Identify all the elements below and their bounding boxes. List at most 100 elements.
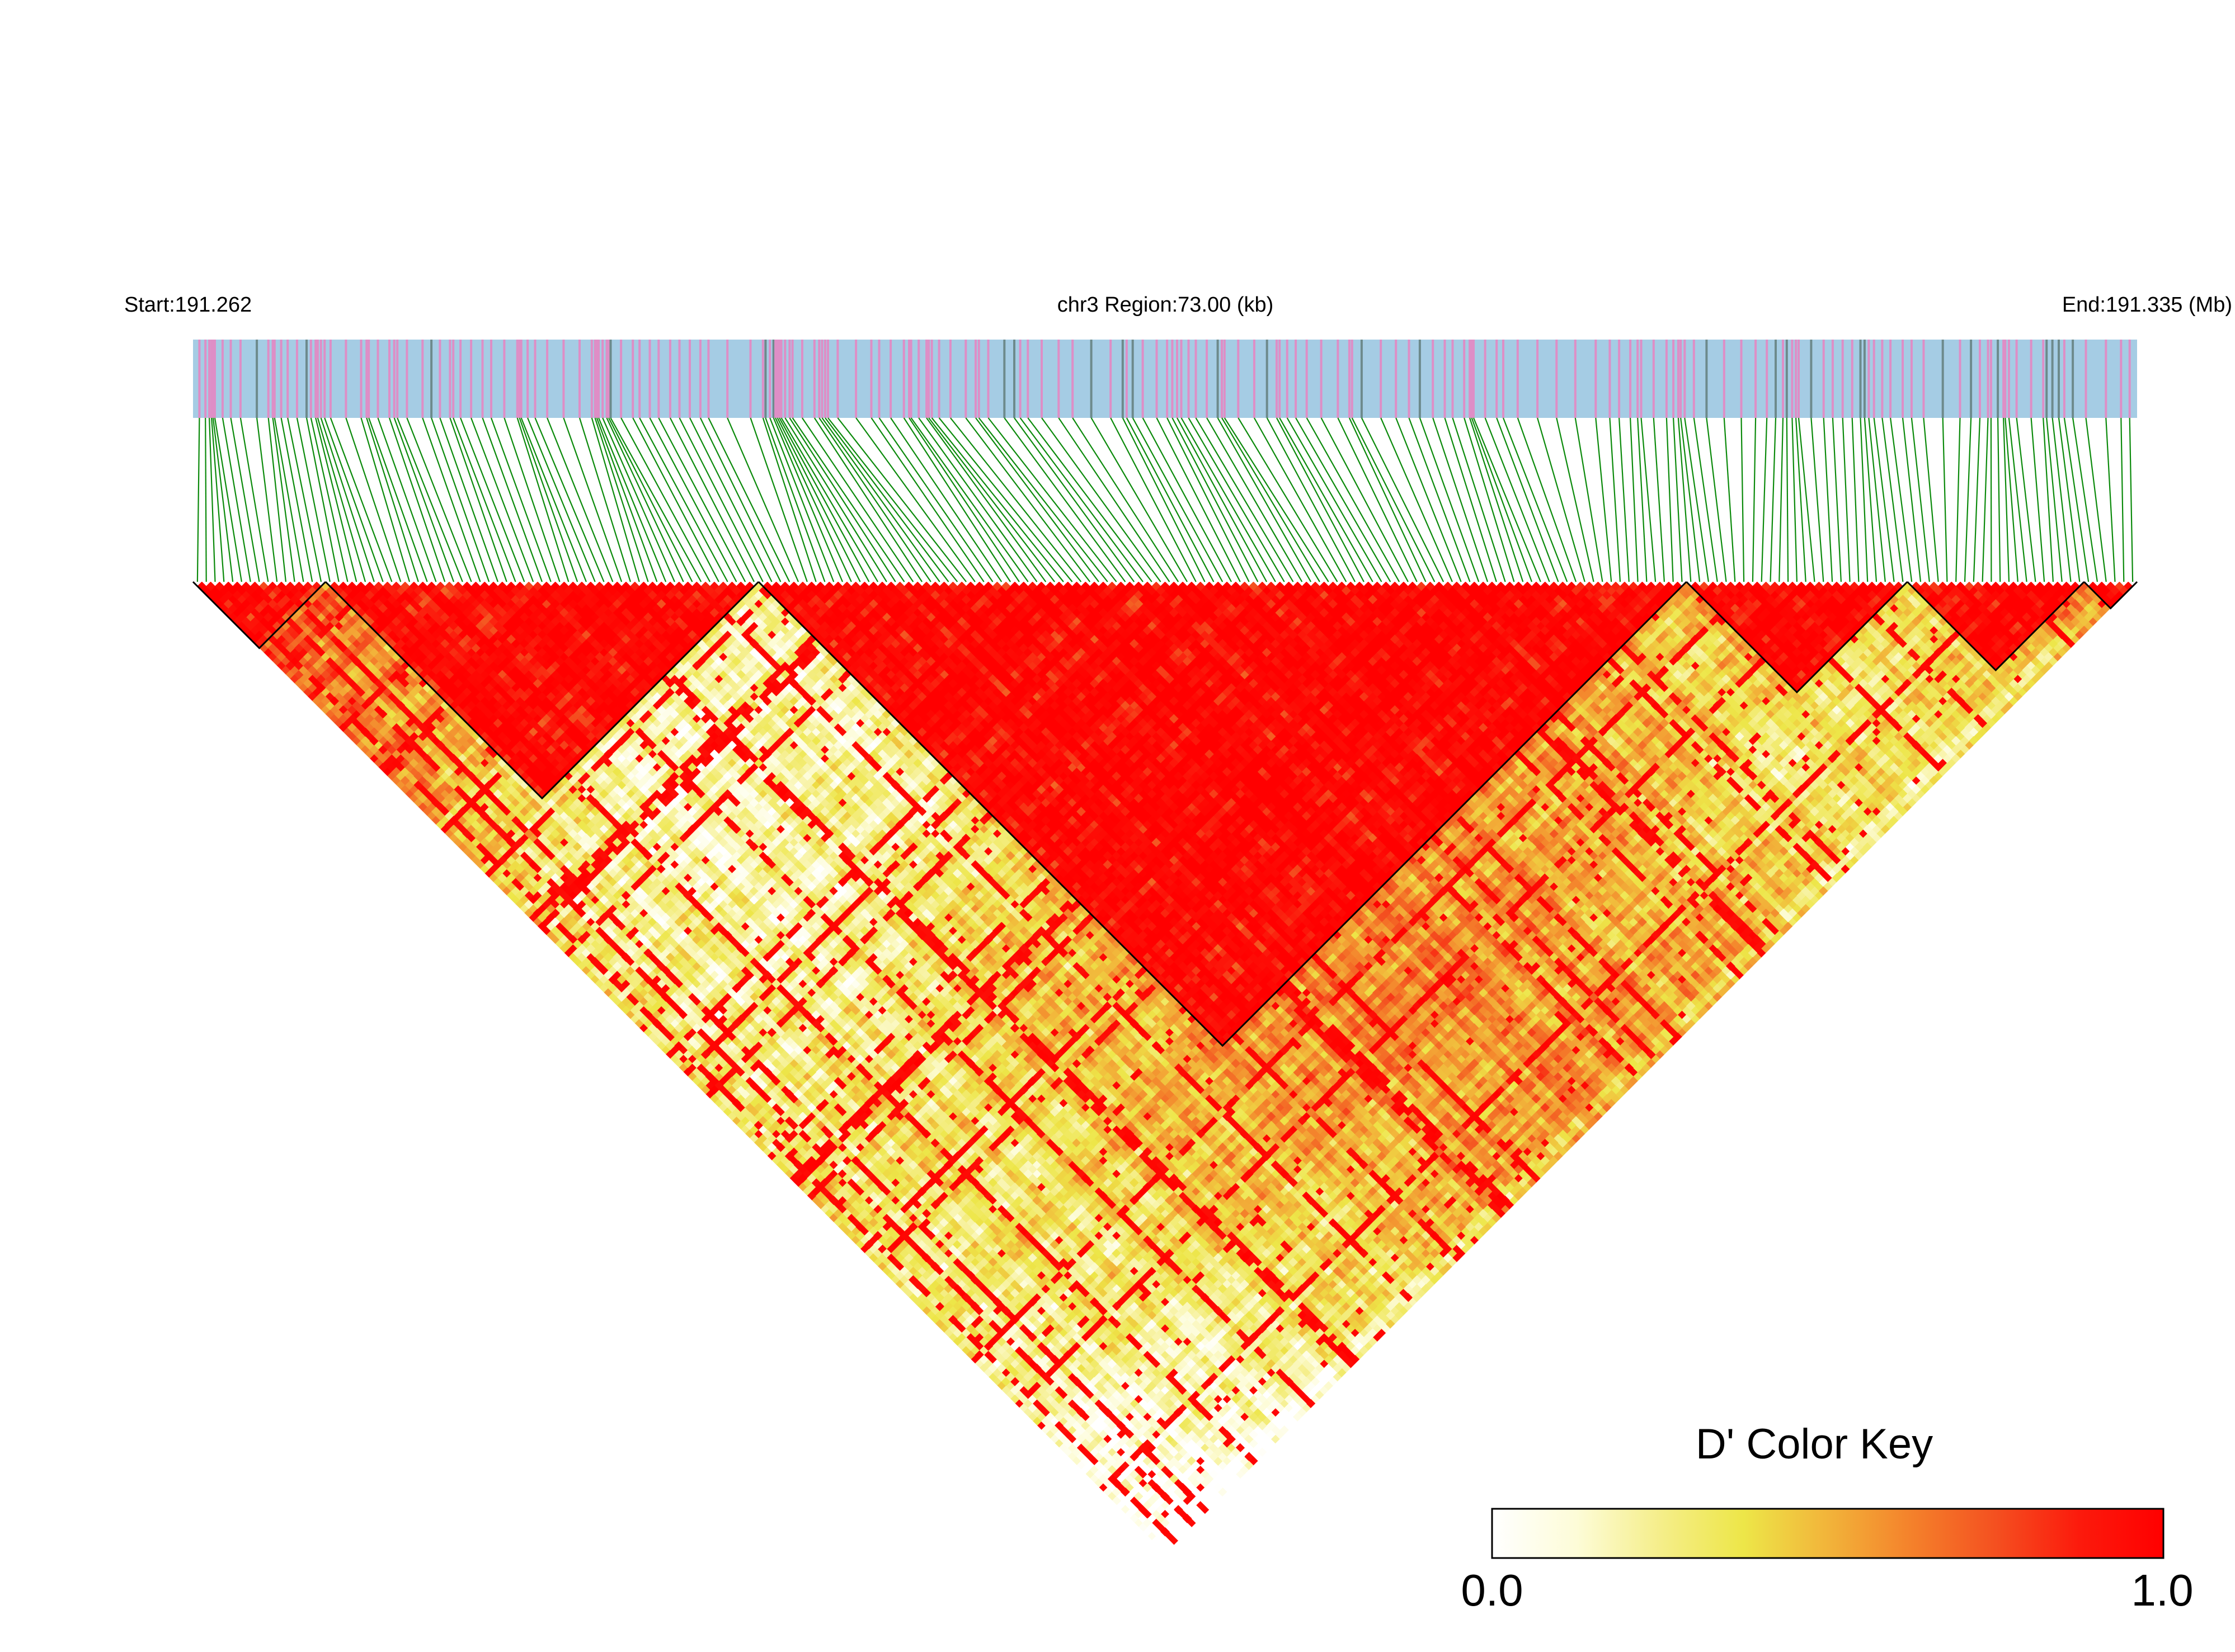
snp-tick xyxy=(323,340,326,418)
snp-tick xyxy=(393,340,396,418)
snp-connector xyxy=(596,417,658,582)
snp-connector xyxy=(2085,417,2107,582)
snp-tick xyxy=(1640,340,1643,418)
snp-connector xyxy=(784,417,887,582)
snp-connector xyxy=(926,417,1047,582)
snp-connector xyxy=(422,417,481,582)
snp-tick xyxy=(309,340,312,418)
snp-connector xyxy=(1673,417,1683,582)
snp-tick xyxy=(2051,340,2054,418)
snp-tick xyxy=(818,340,821,418)
snp-tick xyxy=(1237,340,1240,418)
snp-tick xyxy=(836,340,839,418)
snp-tick xyxy=(1851,340,1853,418)
snp-connector xyxy=(1224,417,1329,582)
snp-tick xyxy=(388,340,390,418)
snp-connector xyxy=(1990,417,1992,582)
ld-block-outlines xyxy=(192,581,2138,1047)
snp-connector xyxy=(1058,417,1170,582)
snp-connector xyxy=(1609,417,1621,582)
snp-connector xyxy=(818,417,931,582)
snp-connector xyxy=(305,417,340,582)
snp-connector xyxy=(1556,417,1594,582)
snp-tick xyxy=(1305,340,1308,418)
snp-connector xyxy=(1276,417,1364,582)
snp-connector xyxy=(296,417,331,582)
snp-tick xyxy=(1295,340,1297,418)
snp-tick xyxy=(1019,340,1022,418)
snp-tick xyxy=(1902,340,1904,418)
snp-tick xyxy=(1013,340,1015,418)
snp-connector xyxy=(1408,417,1471,582)
snp-connector xyxy=(460,417,525,582)
snp-connector xyxy=(1469,417,1524,582)
snp-tick xyxy=(1090,340,1093,418)
snp-connector xyxy=(987,417,1117,582)
snp-connector xyxy=(649,417,737,582)
snp-connector xyxy=(504,417,561,582)
snp-connector xyxy=(2046,417,2063,582)
snp-tick xyxy=(271,340,274,418)
snp-tick xyxy=(824,340,826,418)
snp-connector xyxy=(1881,417,1904,582)
snp-tick xyxy=(1418,340,1421,418)
snp-connector xyxy=(406,417,472,582)
snp-tick xyxy=(2045,340,2048,418)
snp-tick xyxy=(1665,340,1668,418)
snp-tick xyxy=(1997,340,1999,418)
snp-tick xyxy=(314,340,317,418)
snp-tick xyxy=(1320,340,1323,418)
snp-tick xyxy=(632,340,634,418)
snp-connector xyxy=(2058,417,2081,582)
snp-tick xyxy=(1922,340,1925,418)
snp-connector xyxy=(871,417,985,582)
snp-connector xyxy=(1942,417,1948,582)
snp-connector xyxy=(1132,417,1224,582)
snp-tick xyxy=(964,340,967,418)
snp-connector xyxy=(1156,417,1241,582)
snp-tick xyxy=(678,340,681,418)
snp-connector xyxy=(598,417,667,582)
snp-tick xyxy=(1959,340,1961,418)
snp-connector xyxy=(1348,417,1427,582)
snp-tick xyxy=(208,340,211,418)
snp-tick xyxy=(319,340,322,418)
snp-connector xyxy=(453,417,516,582)
snp-connector xyxy=(1873,417,1895,582)
snp-connector xyxy=(679,417,764,582)
snp-tick xyxy=(975,340,977,418)
snp-connector xyxy=(762,417,817,582)
snp-tick xyxy=(1516,340,1519,418)
snp-tick xyxy=(772,340,775,418)
snp-tick xyxy=(648,340,651,418)
snp-tick xyxy=(1791,340,1794,418)
snp-tick xyxy=(2002,340,2005,418)
snp-connector xyxy=(196,417,200,582)
snp-tick xyxy=(2007,340,2010,418)
snp-tick xyxy=(1463,340,1466,418)
snp-tick xyxy=(1221,340,1223,418)
snp-tick xyxy=(870,340,873,418)
snp-tick xyxy=(1109,340,1112,418)
ld-block-outline xyxy=(192,581,326,649)
snp-connector xyxy=(1221,417,1320,582)
snp-connector xyxy=(377,417,437,582)
snp-connector xyxy=(1361,417,1444,582)
snp-tick xyxy=(788,340,791,418)
snp-tick xyxy=(1470,340,1473,418)
snp-connector xyxy=(1680,417,1701,582)
snp-tick xyxy=(1176,340,1178,418)
snp-connector xyxy=(388,417,446,582)
snp-tick xyxy=(1608,340,1611,418)
snp-tick xyxy=(1041,340,1043,418)
snp-tick xyxy=(595,340,598,418)
snp-tick xyxy=(1941,340,1944,418)
snp-tick xyxy=(769,340,771,418)
ld-cells xyxy=(197,582,2133,1554)
snp-tick xyxy=(1594,340,1597,418)
snp-connector xyxy=(1351,417,1436,582)
snp-tick xyxy=(1180,340,1183,418)
snp-connector xyxy=(212,417,234,582)
snp-connector xyxy=(727,417,799,582)
color-key-bar xyxy=(1491,1508,2165,1559)
